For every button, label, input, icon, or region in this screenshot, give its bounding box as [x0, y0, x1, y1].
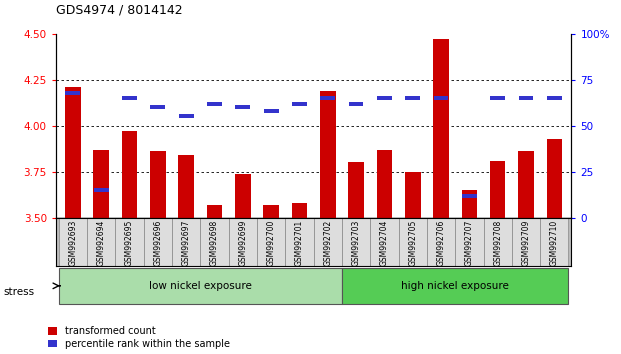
Bar — [59, 268, 342, 304]
Text: GSM992701: GSM992701 — [295, 220, 304, 266]
Text: GSM992703: GSM992703 — [351, 220, 361, 267]
Text: high nickel exposure: high nickel exposure — [401, 281, 509, 291]
FancyBboxPatch shape — [143, 218, 172, 266]
Legend: transformed count, percentile rank within the sample: transformed count, percentile rank withi… — [48, 326, 230, 349]
Text: GSM992698: GSM992698 — [210, 220, 219, 266]
FancyBboxPatch shape — [427, 218, 455, 266]
Bar — [462, 194, 477, 198]
Text: GSM992707: GSM992707 — [465, 220, 474, 267]
Bar — [207, 205, 222, 218]
Bar — [65, 91, 80, 95]
Text: GDS4974 / 8014142: GDS4974 / 8014142 — [56, 4, 183, 17]
Bar — [264, 109, 279, 113]
FancyBboxPatch shape — [399, 218, 427, 266]
Bar — [519, 96, 533, 100]
Text: GSM992694: GSM992694 — [97, 220, 106, 267]
FancyBboxPatch shape — [87, 218, 116, 266]
Bar — [235, 105, 250, 109]
Bar — [263, 205, 279, 218]
Bar — [292, 102, 307, 105]
FancyBboxPatch shape — [314, 218, 342, 266]
Bar — [94, 188, 109, 192]
FancyBboxPatch shape — [201, 218, 229, 266]
FancyBboxPatch shape — [116, 218, 143, 266]
Bar — [150, 152, 166, 218]
Bar — [320, 96, 335, 100]
Bar — [348, 162, 364, 218]
Bar — [122, 131, 137, 218]
Text: GSM992696: GSM992696 — [153, 220, 162, 267]
Text: low nickel exposure: low nickel exposure — [149, 281, 252, 291]
FancyBboxPatch shape — [342, 218, 370, 266]
Text: GSM992705: GSM992705 — [408, 220, 417, 267]
Bar — [348, 102, 363, 105]
Bar — [376, 150, 392, 218]
Text: GSM992709: GSM992709 — [522, 220, 530, 267]
Text: stress: stress — [3, 287, 34, 297]
Bar — [433, 96, 448, 100]
FancyBboxPatch shape — [370, 218, 399, 266]
Bar — [518, 152, 534, 218]
Bar — [433, 39, 449, 218]
Bar — [546, 138, 562, 218]
Text: GSM992710: GSM992710 — [550, 220, 559, 266]
Bar — [377, 96, 392, 100]
Bar — [207, 102, 222, 105]
Text: GSM992695: GSM992695 — [125, 220, 134, 267]
Bar — [320, 91, 335, 218]
FancyBboxPatch shape — [285, 218, 314, 266]
Text: GSM992700: GSM992700 — [266, 220, 276, 267]
Bar — [461, 190, 477, 218]
Bar — [547, 96, 562, 100]
Text: GSM992702: GSM992702 — [324, 220, 332, 266]
FancyBboxPatch shape — [257, 218, 285, 266]
FancyBboxPatch shape — [172, 218, 201, 266]
Bar — [405, 172, 420, 218]
FancyBboxPatch shape — [512, 218, 540, 266]
FancyBboxPatch shape — [540, 218, 568, 266]
Text: GSM992693: GSM992693 — [68, 220, 78, 267]
FancyBboxPatch shape — [59, 218, 87, 266]
Bar — [235, 173, 251, 218]
Text: GSM992699: GSM992699 — [238, 220, 247, 267]
FancyBboxPatch shape — [229, 218, 257, 266]
Bar — [65, 87, 81, 218]
Bar — [178, 155, 194, 218]
Bar — [150, 105, 165, 109]
Bar — [93, 150, 109, 218]
FancyBboxPatch shape — [484, 218, 512, 266]
Bar — [292, 203, 307, 218]
FancyBboxPatch shape — [455, 218, 484, 266]
Text: GSM992704: GSM992704 — [380, 220, 389, 267]
Text: GSM992706: GSM992706 — [437, 220, 445, 267]
Text: GSM992697: GSM992697 — [182, 220, 191, 267]
Text: GSM992708: GSM992708 — [493, 220, 502, 266]
Bar — [342, 268, 568, 304]
Bar — [406, 96, 420, 100]
Bar — [491, 96, 505, 100]
Bar — [179, 114, 194, 119]
Bar — [490, 161, 505, 218]
Bar — [122, 96, 137, 100]
